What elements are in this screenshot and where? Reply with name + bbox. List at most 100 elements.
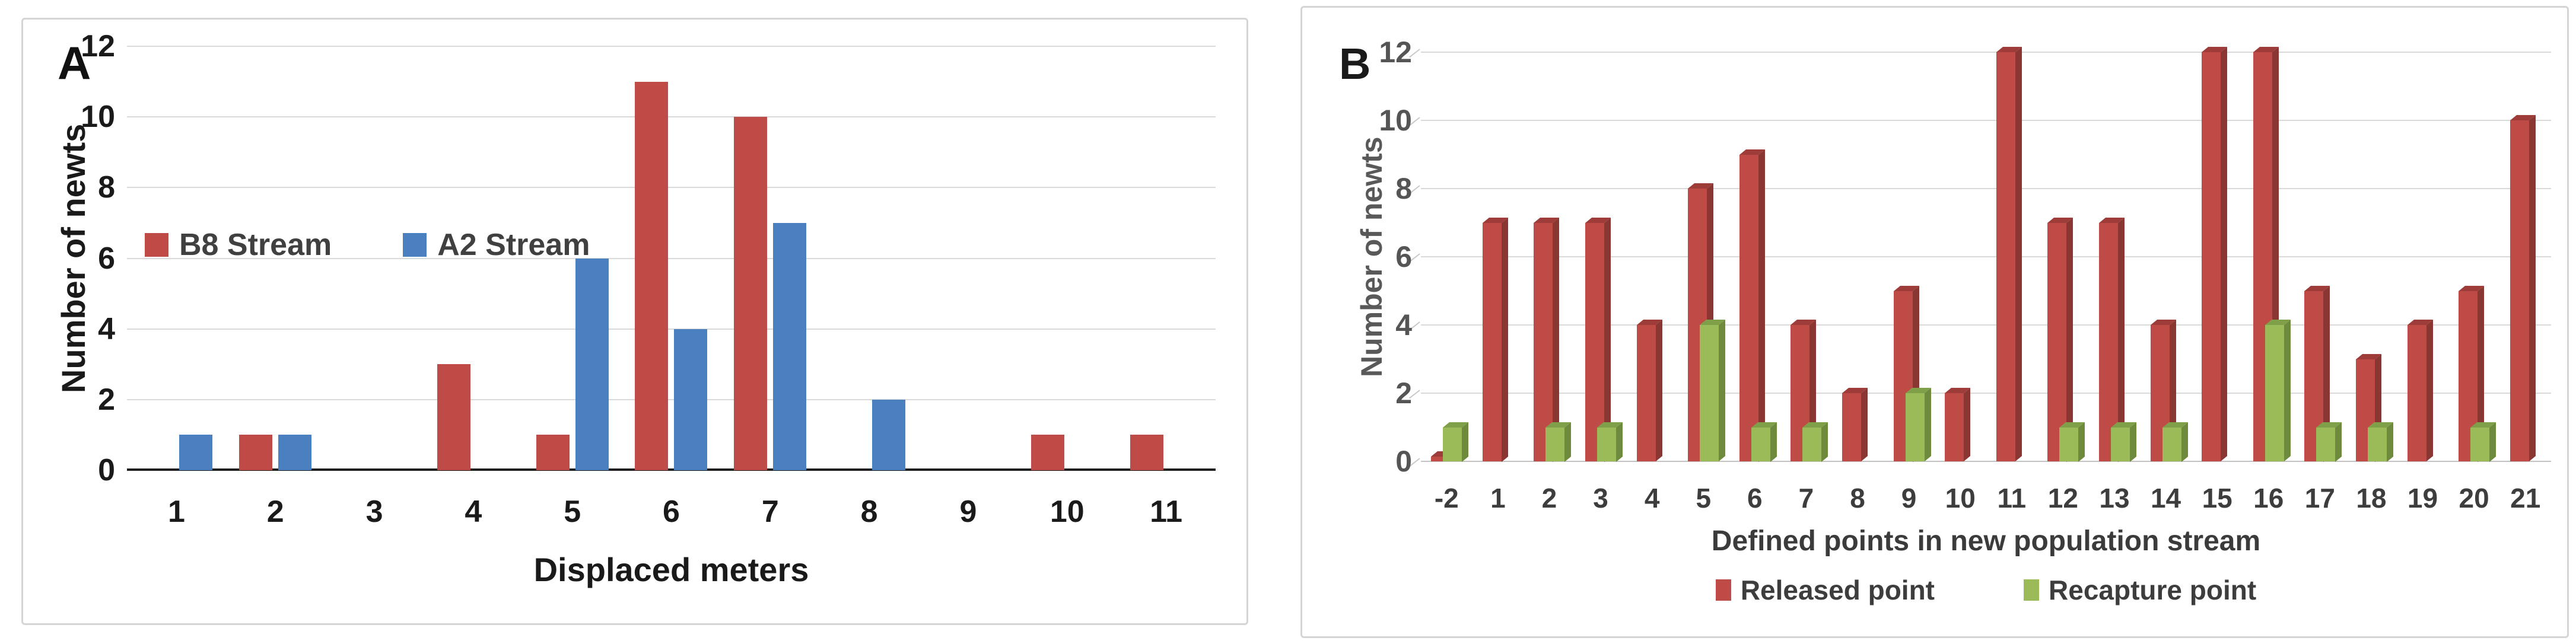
bar-group-9 (919, 46, 1018, 470)
y-tick-label: 12 (81, 29, 115, 63)
gridline-y-4 (1421, 324, 2551, 326)
bar-side-face (2221, 46, 2228, 461)
bar-released-point-21 (2510, 114, 2536, 461)
bar-side-face (1770, 422, 1777, 461)
bar-group-6 (1729, 52, 1781, 461)
x-tick-label-11: 11 (1997, 483, 2027, 514)
bar-group-9 (1883, 52, 1935, 461)
bar-recapture-point-6 (1751, 422, 1777, 461)
gridline-y-2 (1421, 393, 2551, 394)
gridline-y-6 (1421, 256, 2551, 257)
bar-group-5 (523, 46, 622, 470)
legend-label: Released point (1740, 575, 1935, 605)
bar-a2-stream-2 (278, 435, 312, 470)
bar-side-face (2335, 422, 2342, 461)
bar-group-6 (622, 46, 721, 470)
y-tick-label: 0 (98, 453, 115, 487)
bar-face (1905, 393, 1925, 461)
bar-side-face (1616, 422, 1623, 461)
bar-b8-stream-6 (635, 81, 669, 470)
legend-item-a2-stream: A2 Stream (403, 227, 590, 263)
bar-recapture-point-13 (2110, 422, 2136, 461)
gridline-y-2 (127, 398, 1216, 400)
x-tick-label-13: 13 (2099, 483, 2130, 514)
bar-group-10 (1017, 46, 1117, 470)
bar-group-7 (721, 46, 820, 470)
panel-a-x-axis-title: Displaced meters (533, 551, 809, 588)
bar-group-14 (2140, 52, 2192, 461)
legend-item-b8-stream: B8 Stream (145, 227, 332, 263)
bar-released-point-12 (2047, 217, 2073, 461)
bar-group-19 (2397, 52, 2448, 461)
bar-recapture-point-3 (1597, 422, 1623, 461)
bar-b8-stream-11 (1130, 435, 1163, 470)
bar-side-face (1924, 387, 1931, 461)
bar-group-2 (226, 46, 325, 470)
x-tick-label-15: 15 (2202, 483, 2232, 514)
bar-side-face (2284, 319, 2291, 461)
y-tick-label: 2 (98, 382, 115, 417)
bar-group-3 (1575, 52, 1627, 461)
bar-side-face (2529, 114, 2536, 461)
bar-face (2098, 222, 2118, 461)
x-tick-label-12: 12 (2047, 483, 2078, 514)
legend-swatch (145, 233, 168, 257)
bar-side-face (2489, 422, 2497, 461)
y-tick-label: 4 (1395, 308, 1412, 342)
bar-side-face (2129, 422, 2136, 461)
bar-face (2470, 427, 2490, 461)
bar-face (2202, 52, 2221, 461)
bar-released-point-19 (2407, 319, 2433, 461)
bar-released-point-8 (1842, 387, 1868, 461)
x-tick-label-17: 17 (2304, 483, 2335, 514)
bar-a2-stream-5 (575, 258, 609, 470)
bar-b8-stream-7 (734, 117, 768, 470)
bar-b8-stream-2 (239, 435, 273, 470)
x-tick-label-5: 5 (1696, 483, 1712, 514)
bar-face (1545, 427, 1565, 461)
bar-group-15 (2192, 46, 2243, 461)
bar-recapture-point-5 (1700, 319, 1726, 461)
bar-group-18 (2346, 52, 2397, 461)
bar-recapture-point-7 (1802, 422, 1828, 461)
gridline-y-12 (127, 46, 1216, 47)
bar-side-face (1655, 319, 1662, 461)
bar-side-face (1821, 422, 1828, 461)
bar-face (2059, 427, 2079, 461)
x-tick-label-16: 16 (2253, 483, 2284, 514)
bar-released-point-15 (2202, 46, 2228, 461)
bar-side-face (1501, 217, 1508, 461)
bar-face (1945, 393, 1964, 461)
legend-label: B8 Stream (179, 228, 332, 262)
x-tick-label-8: 8 (860, 495, 878, 529)
legend-swatch (403, 233, 427, 257)
bar-face (2367, 427, 2387, 461)
gridline-y-10 (1421, 120, 2551, 121)
x-tick-label-1: 1 (167, 495, 185, 529)
x-tick-label-9: 9 (1901, 483, 1917, 514)
bar-recapture-point-9 (1905, 387, 1931, 461)
bar-face (2316, 427, 2336, 461)
panel-b-label: B (1339, 39, 1371, 88)
panel-b-plot-area (1409, 46, 2551, 467)
y-tick-label: 8 (98, 170, 115, 205)
y-tick-label: 4 (98, 311, 115, 346)
legend-swatch (2024, 579, 2040, 601)
bar-group--2 (1421, 52, 1473, 461)
bar-side-face (2015, 46, 2022, 461)
x-tick-label-14: 14 (2150, 483, 2181, 514)
bar-side-face (1964, 387, 1971, 461)
bar-released-point-11 (1996, 46, 2022, 461)
bar-face (2265, 325, 2284, 461)
bar-b8-stream-10 (1031, 435, 1064, 470)
x-tick-label-3: 3 (365, 495, 383, 529)
y-tick-label: 10 (81, 100, 115, 135)
bar-group-10 (1935, 52, 1986, 461)
y-tick-label: 2 (1395, 377, 1412, 410)
x-tick-label-4: 4 (1644, 483, 1660, 514)
bar-group-17 (2294, 52, 2346, 461)
gridline-y-8 (127, 187, 1216, 189)
bar-group-8 (1832, 52, 1884, 461)
bar-group-2 (1524, 52, 1575, 461)
